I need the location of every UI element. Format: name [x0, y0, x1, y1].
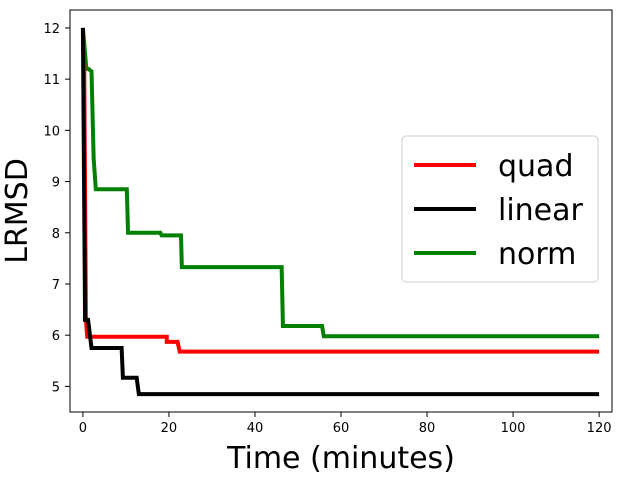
legend: quad linear norm	[401, 135, 599, 283]
y-axis-label: LRMSD	[0, 158, 35, 264]
legend-box	[401, 135, 599, 283]
x-axis: 0 20 40 60 80 100 120	[79, 412, 612, 436]
series-line-linear	[80, 27, 600, 397]
x-axis-label: Time (minutes)	[226, 441, 455, 476]
y-tick-label: 5	[52, 380, 60, 395]
y-tick-label: 10	[43, 124, 60, 139]
y-tick-label: 7	[52, 278, 60, 293]
series-line-norm	[80, 27, 600, 339]
y-tick-label: 12	[43, 22, 60, 37]
y-tick-label: 8	[52, 227, 60, 242]
x-tick-label: 40	[247, 421, 264, 436]
x-tick-label: 80	[419, 421, 436, 436]
legend-label-norm: norm	[498, 237, 576, 272]
y-tick-label: 6	[52, 329, 60, 344]
x-tick-label: 20	[161, 421, 178, 436]
x-tick-label: 60	[333, 421, 350, 436]
y-tick-label: 11	[43, 73, 60, 88]
y-axis: 5 6 7 8 9 10 11 12	[43, 22, 70, 395]
x-tick-label: 0	[79, 421, 87, 436]
x-tick-label: 120	[587, 421, 612, 436]
y-tick-label: 9	[52, 176, 60, 191]
series-layer	[80, 27, 600, 397]
legend-label-linear: linear	[498, 193, 584, 228]
legend-label-quad: quad	[498, 149, 573, 184]
x-tick-label: 100	[501, 421, 526, 436]
